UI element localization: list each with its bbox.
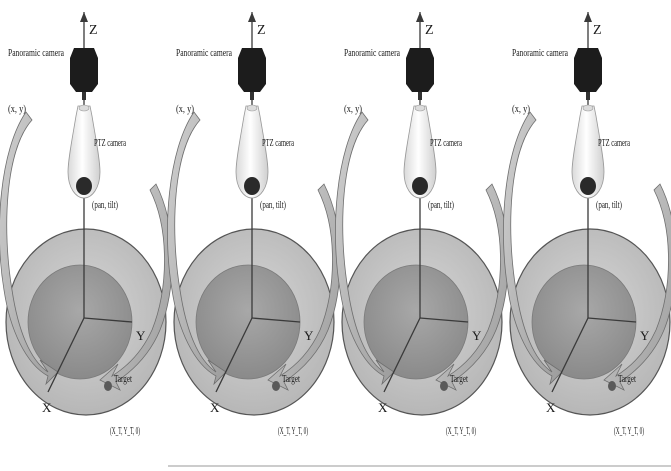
panoramic-camera-label: Panoramic camera xyxy=(176,48,232,59)
z-axis-arrowhead xyxy=(248,12,256,22)
target-marker xyxy=(272,381,280,391)
ptz-mount-icon xyxy=(246,104,258,112)
camera-mount-icon xyxy=(418,92,422,100)
panel-1: Z Panoramic camera (x, y) PTZ camera (pan, t… xyxy=(0,12,173,437)
pan-tilt-label: (pan, tilt) xyxy=(596,200,622,211)
panoramic-camera-icon xyxy=(574,48,602,92)
z-axis-label: Z xyxy=(257,23,266,38)
target-label: Target xyxy=(450,374,468,385)
y-axis-line xyxy=(251,317,301,323)
world-coords-label: (X_T, Y_T, 0) xyxy=(614,426,644,437)
ptz-camera-icon xyxy=(571,105,605,199)
pixel-coords-label: (x, y) xyxy=(176,104,194,115)
ptz-lens-icon xyxy=(580,177,596,195)
target-marker xyxy=(440,381,448,391)
inner-view-disk xyxy=(531,264,637,380)
z-axis-label: Z xyxy=(425,23,434,38)
z-axis-label: Z xyxy=(593,23,602,38)
y-axis-line xyxy=(83,317,133,323)
x-axis-line xyxy=(215,317,253,393)
panel-3: Z Panoramic camera (x, y) PTZ camera (pan, t… xyxy=(335,12,509,437)
x-axis-line xyxy=(383,317,421,393)
y-axis-line xyxy=(587,317,637,323)
x-axis-line xyxy=(47,317,85,393)
target-label: Target xyxy=(282,374,300,385)
camera-mount-icon xyxy=(586,92,590,100)
x-axis-label: X xyxy=(546,400,556,415)
target-marker xyxy=(608,381,616,391)
inner-view-disk xyxy=(363,264,469,380)
panoramic-camera-label: Panoramic camera xyxy=(8,48,64,59)
panoramic-camera-icon xyxy=(406,48,434,92)
panoramic-camera-icon xyxy=(70,48,98,92)
z-axis-arrowhead xyxy=(416,12,424,22)
ptz-camera-label: PTZ camera xyxy=(94,138,126,149)
camera-mount-icon xyxy=(250,92,254,100)
ptz-camera-icon xyxy=(403,105,437,199)
ptz-camera-icon xyxy=(235,105,269,199)
x-axis-label: X xyxy=(210,400,220,415)
pixel-coords-label: (x, y) xyxy=(8,104,26,115)
inner-view-disk xyxy=(27,264,133,380)
y-axis-label: Y xyxy=(136,328,146,343)
y-axis-line xyxy=(419,317,469,323)
ptz-lens-icon xyxy=(244,177,260,195)
panel-2: Z Panoramic camera (x, y) PTZ camera (pan, t… xyxy=(167,12,341,437)
pan-tilt-label: (pan, tilt) xyxy=(428,200,454,211)
z-axis-arrowhead xyxy=(584,12,592,22)
ptz-lens-icon xyxy=(76,177,92,195)
world-coords-label: (X_T, Y_T, 0) xyxy=(278,426,308,437)
x-axis-label: X xyxy=(42,400,52,415)
panoramic-camera-label: Panoramic camera xyxy=(512,48,568,59)
ptz-camera-label: PTZ camera xyxy=(262,138,294,149)
inner-view-disk xyxy=(195,264,301,380)
pixel-coords-label: (x, y) xyxy=(512,104,530,115)
x-axis-line xyxy=(551,317,589,393)
pixel-coords-label: (x, y) xyxy=(344,104,362,115)
y-axis-label: Y xyxy=(472,328,482,343)
ptz-mount-icon xyxy=(78,104,90,112)
right-mapping-arrow xyxy=(603,183,671,391)
panel-4: Z Panoramic camera (x, y) PTZ camera (pan, t… xyxy=(503,12,671,437)
left-mapping-arrow xyxy=(503,111,563,386)
world-coords-label: (X_T, Y_T, 0) xyxy=(446,426,476,437)
ptz-camera-label: PTZ camera xyxy=(598,138,630,149)
y-axis-label: Y xyxy=(640,328,650,343)
target-marker xyxy=(104,381,112,391)
ptz-camera-icon xyxy=(67,105,101,199)
target-label: Target xyxy=(618,374,636,385)
camera-mount-icon xyxy=(82,92,86,100)
panoramic-camera-label: Panoramic camera xyxy=(344,48,400,59)
ptz-mount-icon xyxy=(582,104,594,112)
panoramic-camera-icon xyxy=(238,48,266,92)
ptz-mount-icon xyxy=(414,104,426,112)
left-mapping-arrow xyxy=(167,111,227,386)
z-axis-arrowhead xyxy=(80,12,88,22)
z-axis-label: Z xyxy=(89,23,98,38)
pan-tilt-label: (pan, tilt) xyxy=(92,200,118,211)
y-axis-label: Y xyxy=(304,328,314,343)
left-mapping-arrow xyxy=(0,111,59,386)
target-label: Target xyxy=(114,374,132,385)
x-axis-label: X xyxy=(378,400,388,415)
left-mapping-arrow xyxy=(335,111,395,386)
pan-tilt-label: (pan, tilt) xyxy=(260,200,286,211)
ptz-lens-icon xyxy=(412,177,428,195)
world-coords-label: (X_T, Y_T, 0) xyxy=(110,426,140,437)
ptz-camera-label: PTZ camera xyxy=(430,138,462,149)
